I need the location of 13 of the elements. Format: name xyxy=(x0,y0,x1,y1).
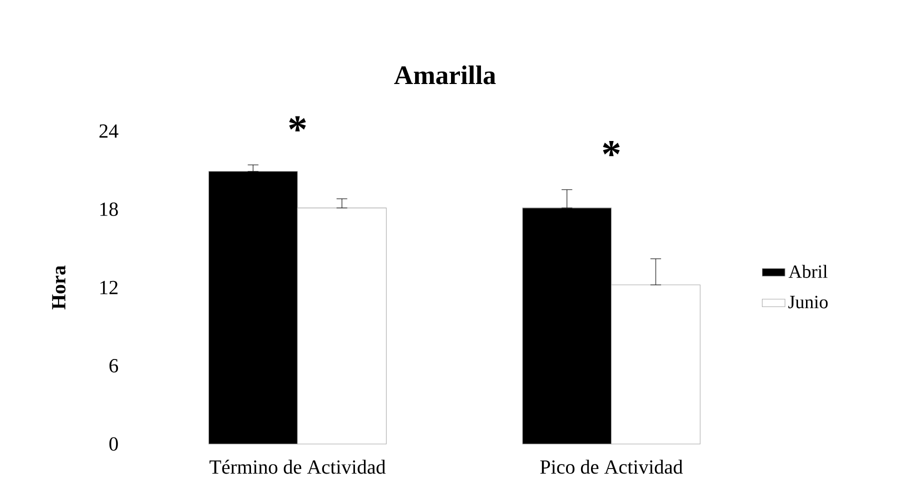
x-tick-label: Pico de Actividad xyxy=(540,460,683,474)
chart-title: Amarilla xyxy=(394,66,496,84)
y-tick-label: 0 xyxy=(109,437,118,451)
annotation: * xyxy=(602,141,620,156)
y-axis-title: Hora xyxy=(52,266,66,310)
y-tick-label: 24 xyxy=(100,124,118,138)
y-tick-label: 6 xyxy=(109,359,118,372)
legend-label: Junio xyxy=(788,296,828,308)
annotation: * xyxy=(289,116,306,132)
legend-label: Abril xyxy=(788,264,828,278)
y-tick-label: 18 xyxy=(100,202,118,216)
y-tick-label: 12 xyxy=(100,280,118,294)
x-tick-label: Término de Actividad xyxy=(210,460,386,474)
